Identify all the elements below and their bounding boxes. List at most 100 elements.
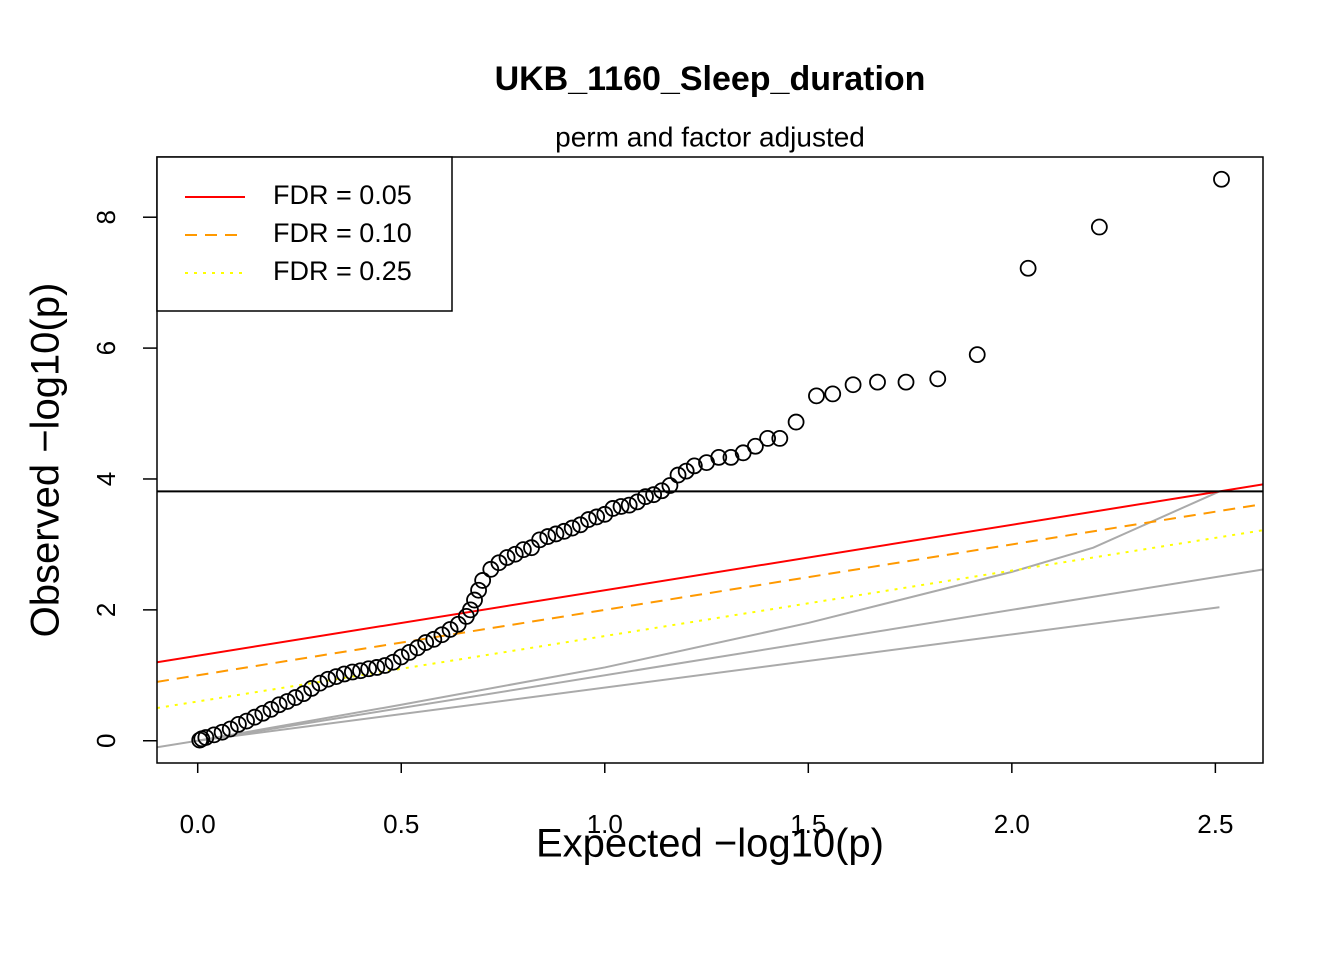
- point: [759, 430, 776, 447]
- x-tick-label: 2.0: [994, 809, 1030, 839]
- point: [787, 413, 805, 431]
- point: [287, 689, 304, 706]
- point: [303, 679, 321, 697]
- y-axis-label: Observed −log10(p): [24, 283, 68, 638]
- point: [539, 528, 557, 545]
- point: [254, 704, 272, 722]
- point: [620, 496, 638, 514]
- point: [563, 519, 581, 537]
- point: [523, 539, 540, 557]
- point: [270, 696, 288, 714]
- point: [637, 488, 654, 506]
- point: [968, 346, 986, 364]
- point: [580, 511, 597, 528]
- point: [661, 477, 679, 494]
- point: [319, 670, 337, 688]
- point: [722, 448, 740, 466]
- point: [230, 715, 247, 733]
- point: [384, 653, 402, 671]
- point: [869, 373, 886, 391]
- point: [555, 522, 573, 540]
- point: [588, 508, 606, 526]
- point: [246, 708, 264, 726]
- point: [238, 712, 255, 730]
- legend-label: FDR = 0.10: [273, 218, 412, 248]
- x-tick-label: 1.0: [587, 809, 623, 839]
- point: [474, 572, 492, 589]
- point: [808, 387, 825, 405]
- point: [311, 674, 329, 692]
- point: [376, 657, 394, 674]
- point: [653, 482, 671, 500]
- point: [433, 626, 451, 644]
- point: [466, 591, 483, 609]
- point: [612, 498, 630, 515]
- point: [771, 430, 789, 447]
- y-tick-label: 2: [91, 603, 121, 617]
- point: [343, 663, 361, 681]
- chart-title: UKB_1160_Sleep_duration: [495, 60, 926, 98]
- point: [514, 541, 532, 559]
- point: [400, 644, 418, 661]
- point: [425, 630, 443, 648]
- point: [392, 648, 410, 666]
- fdr-line: [157, 503, 1263, 683]
- point: [482, 560, 500, 578]
- point: [295, 685, 312, 703]
- x-tick-label: 0.5: [383, 809, 419, 839]
- x-tick-label: 1.5: [790, 809, 826, 839]
- point: [547, 525, 565, 543]
- point: [1019, 259, 1037, 277]
- fdr-line: [157, 529, 1263, 710]
- x-tick-label: 0.0: [180, 809, 216, 839]
- point: [191, 731, 209, 749]
- y-tick-label: 8: [91, 210, 121, 224]
- y-tick-label: 4: [91, 472, 121, 486]
- y-tick-label: 0: [91, 734, 121, 748]
- point: [1213, 170, 1230, 188]
- chart-subtitle: perm and factor adjusted: [555, 121, 865, 152]
- point: [368, 659, 386, 676]
- point: [1090, 218, 1108, 236]
- point: [449, 615, 467, 633]
- point: [645, 486, 663, 504]
- point: [262, 700, 280, 718]
- fdr-line: [157, 483, 1263, 664]
- point: [441, 621, 459, 638]
- point: [669, 466, 687, 484]
- reference-line: [157, 568, 1263, 749]
- point: [278, 693, 296, 710]
- y-tick-label: 6: [91, 341, 121, 355]
- point: [470, 581, 487, 599]
- legend-label: FDR = 0.05: [273, 180, 412, 210]
- point: [327, 668, 345, 686]
- point: [498, 549, 516, 566]
- point: [698, 454, 715, 472]
- point: [417, 634, 435, 651]
- legend-label: FDR = 0.25: [273, 256, 412, 286]
- point: [596, 505, 614, 523]
- point: [734, 444, 752, 462]
- point: [929, 370, 947, 388]
- point: [360, 660, 378, 678]
- point: [506, 545, 524, 563]
- point: [628, 493, 646, 511]
- point: [409, 639, 426, 657]
- point: [571, 516, 589, 534]
- plot-area: [157, 170, 1263, 749]
- point: [677, 462, 695, 480]
- reference-line: [197, 606, 1220, 742]
- point: [685, 457, 703, 475]
- point: [897, 373, 915, 391]
- point: [824, 385, 842, 403]
- x-axis-label: Expected −log10(p): [536, 822, 884, 866]
- point: [335, 665, 353, 683]
- point: [352, 662, 369, 680]
- point: [221, 720, 239, 738]
- point: [205, 726, 223, 744]
- point: [193, 730, 211, 748]
- reference-line: [197, 490, 1220, 742]
- x-tick-label: 2.5: [1197, 809, 1233, 839]
- plot-frame: [156, 156, 1264, 764]
- point: [213, 723, 231, 741]
